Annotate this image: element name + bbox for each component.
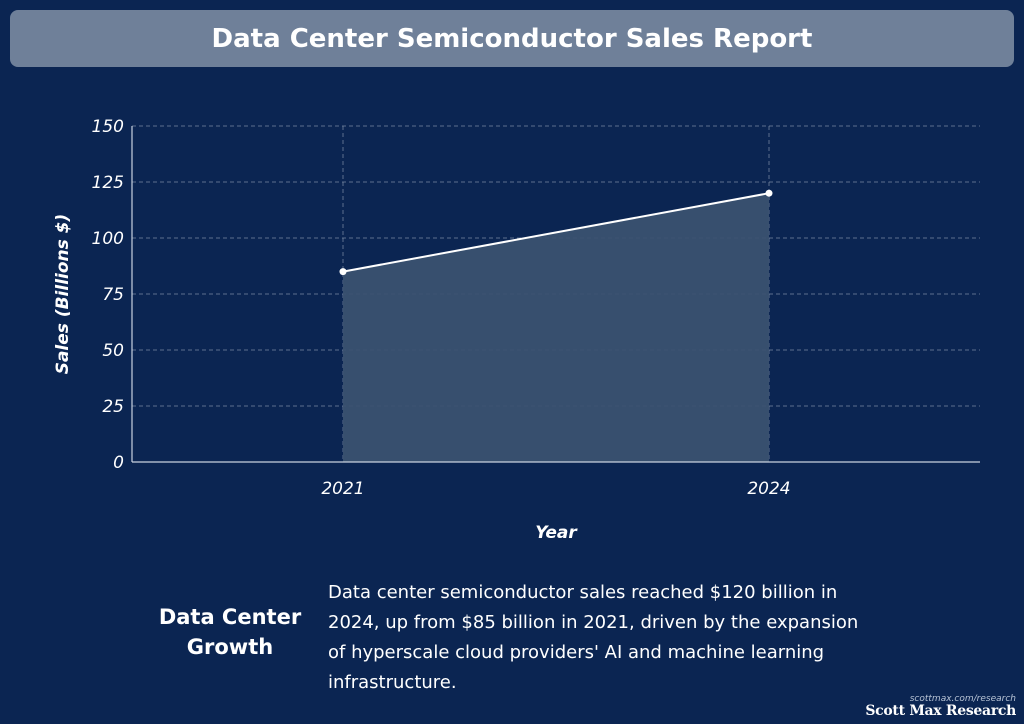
x-tick-label: 2021 — [321, 479, 364, 499]
summary-label: Data Center Growth — [158, 605, 302, 659]
y-tick-label: 150 — [92, 117, 124, 137]
page-title: Data Center Semiconductor Sales Report — [211, 23, 813, 54]
x-axis-label: Year — [535, 523, 578, 543]
y-tick-label: 125 — [92, 173, 124, 193]
area-chart: 0 25 50 75 100 125 150 2021 2024 Sales (Billions… — [53, 117, 980, 543]
y-axis-label: Sales (Billions $) — [53, 214, 73, 375]
area-layer — [342, 192, 770, 462]
data-point — [339, 268, 347, 276]
credit-url: scottmax.com/research — [909, 694, 1016, 704]
y-tick-label: 25 — [102, 397, 124, 417]
data-point — [765, 189, 773, 197]
summary-text: Data center semiconductor sales reached … — [328, 582, 859, 693]
y-tick-label: 50 — [102, 341, 124, 361]
series-line — [342, 192, 770, 273]
point-layer — [339, 189, 773, 276]
tick-label-layer: 0 25 50 75 100 125 150 2021 2024 — [92, 117, 791, 499]
y-tick-label: 75 — [102, 285, 124, 305]
credit-logo: Scott Max Research — [865, 703, 1016, 719]
y-tick-label: 0 — [113, 453, 124, 473]
axis-layer — [131, 126, 980, 463]
y-tick-label: 100 — [92, 229, 124, 249]
area-fill — [343, 193, 769, 462]
title-bar: Data Center Semiconductor Sales Report — [10, 10, 1014, 67]
x-tick-label: 2024 — [747, 479, 790, 499]
